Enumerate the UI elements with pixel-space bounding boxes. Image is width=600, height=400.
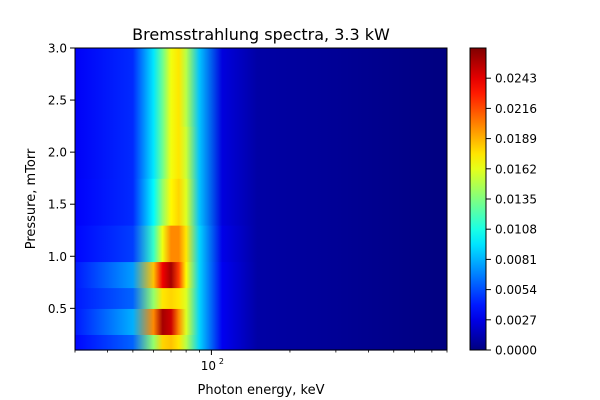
- y-tick-label: 2.0: [48, 146, 67, 160]
- y-tick-label: 1.5: [48, 198, 67, 212]
- plot-frame: [74, 47, 448, 351]
- heatmap-row: [75, 308, 447, 335]
- heatmap-row: [75, 261, 447, 289]
- heatmap-row: [75, 178, 447, 226]
- colorbar-tick-label: 0.0054: [495, 283, 537, 297]
- y-axis-ticks: 0.5 1.0 1.5 2.0 2.5 3.0: [48, 42, 75, 316]
- colorbar-tick-label: 0.0108: [495, 223, 537, 237]
- heatmap-row: [75, 287, 447, 309]
- y-tick-label: 3.0: [48, 42, 67, 56]
- colorbar-tick-label: 0.0216: [495, 102, 537, 116]
- heatmap-row: [75, 126, 447, 179]
- colorbar-tick-label: 0.0135: [495, 193, 537, 207]
- colorbar-tick-label: 0.0027: [495, 313, 537, 327]
- colorbar-ticks: 0.0000 0.0027 0.0054 0.0081 0.0108 0.0135 0.01…: [486, 72, 537, 358]
- x-tick-exponent: 2: [219, 357, 224, 366]
- x-axis-ticks: 10 2: [74, 350, 448, 373]
- colorbar-tick-label: 0.0189: [495, 132, 537, 146]
- y-tick-label: 2.5: [48, 94, 67, 108]
- x-tick-label: 10: [201, 359, 216, 373]
- chart-title: Bremsstrahlung spectra, 3.3 kW: [132, 25, 390, 44]
- heatmap-row: [75, 225, 447, 263]
- colorbar-tick-label: 0.0081: [495, 253, 537, 267]
- colorbar-tick-label: 0.0000: [495, 344, 537, 358]
- colorbar-tick-label: 0.0162: [495, 162, 537, 176]
- heatmap-row: [75, 48, 447, 75]
- colorbar-tick-label: 0.0243: [495, 72, 537, 86]
- heatmap-row: [75, 334, 447, 351]
- y-tick-label: 0.5: [48, 302, 67, 316]
- heatmap-row: [75, 74, 447, 127]
- heatmap-plot-area: [75, 48, 447, 351]
- x-axis-label: Photon energy, keV: [198, 383, 325, 398]
- y-axis-label: Pressure, mTorr: [24, 148, 39, 249]
- colorbar: [469, 47, 487, 351]
- y-tick-label: 1.0: [48, 250, 67, 264]
